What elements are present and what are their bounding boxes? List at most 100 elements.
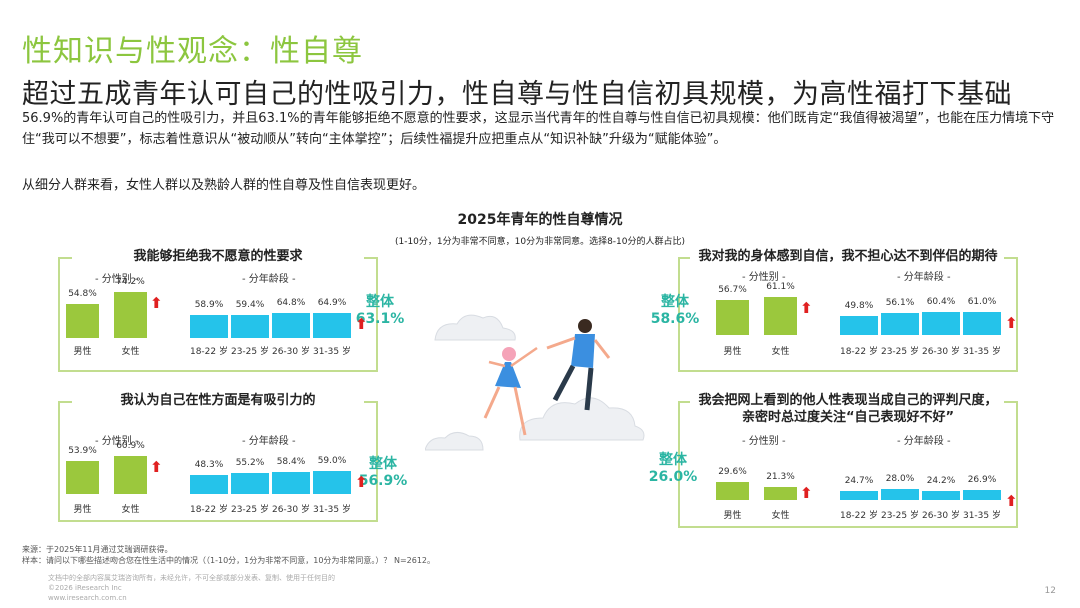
age-bar (272, 471, 310, 494)
gender-group-label: - 分性别 - (95, 436, 139, 447)
category-label: 26-30 岁 (921, 511, 960, 521)
gender-bar (716, 481, 749, 500)
bar-value-label: 74.2% (116, 276, 145, 287)
intro-paragraph-2: 从细分人群来看，女性人群以及熟龄人群的性自尊及性自信表现更好。 (22, 178, 426, 193)
up-arrow-icon: ⬆ (1005, 313, 1018, 332)
age-bar (840, 490, 878, 500)
overall-attractive: 整体 56.9% (353, 456, 413, 490)
bar-value-label: 61.1% (766, 282, 795, 293)
gender-bar (764, 486, 797, 500)
age-group-label: - 分年龄段 - (897, 436, 951, 447)
page-number: 12 (1044, 586, 1056, 596)
age-group-label: - 分年龄段 - (242, 436, 296, 447)
age-bar (922, 490, 960, 500)
gender-group-label: - 分性别 - (742, 272, 786, 283)
bar-value-label: 48.3% (194, 460, 224, 471)
bar-value-label: 60.9% (116, 441, 145, 452)
age-group-label: - 分年龄段 - (242, 274, 296, 285)
category-label: 31-35 岁 (312, 347, 351, 357)
up-arrow-icon: ⬆ (1005, 491, 1018, 510)
overall-label: 整体 (661, 294, 689, 310)
panel-title: 我认为自己在性方面是有吸引力的 (60, 392, 376, 409)
bar-value-label: 24.2% (926, 475, 956, 486)
age-bar (313, 313, 351, 338)
gender-bar (716, 299, 749, 335)
section-title: 性知识与性观念：性自尊 (22, 34, 363, 69)
age-bar (963, 489, 1001, 500)
woman-figure (483, 346, 538, 436)
age-bar (190, 315, 228, 338)
overall-label: 整体 (366, 294, 394, 310)
category-label: 男性 (723, 347, 742, 357)
age-bar (190, 475, 228, 494)
bar-value-label: 29.6% (718, 466, 747, 477)
age-bar (272, 313, 310, 338)
chart-subtitle: (1-10分，1分为非常不同意，10分为非常同意。选择8-10分的人群占比) (394, 237, 686, 247)
bar-value-label: 26.9% (967, 474, 997, 485)
overall-value: 56.9% (358, 473, 408, 489)
overall-label: 整体 (659, 452, 687, 468)
overall-value: 58.6% (650, 311, 700, 327)
overall-value: 26.0% (648, 469, 698, 485)
sample-note: 样本：请问以下哪些描述吻合您在性生活中的情况（（1-10分，1分为非常不同意，1… (22, 556, 436, 565)
gender-group-label: - 分性别 - (95, 274, 139, 285)
bar-value-label: 49.8% (844, 300, 874, 311)
age-bar (922, 311, 960, 335)
bar-value-label: 64.8% (276, 298, 306, 309)
category-label: 26-30 岁 (271, 505, 310, 515)
category-label: 23-25 岁 (880, 511, 919, 521)
bar-value-label: 59.0% (317, 456, 347, 467)
gender-group-label: - 分性别 - (742, 436, 786, 447)
age-bar (231, 472, 269, 494)
panel-title: 我能够拒绝我不愿意的性要求 (60, 248, 376, 265)
category-label: 23-25 岁 (230, 505, 269, 515)
category-label: 18-22 岁 (839, 511, 878, 521)
category-label: 18-22 岁 (839, 347, 878, 357)
category-label: 26-30 岁 (271, 347, 310, 357)
age-bar (881, 489, 919, 500)
panel-title: 我会把网上看到的他人性表现当成自己的评判尺度， 亲密时总过度关注“自己表现好不好… (680, 392, 1016, 426)
couple-illustration (425, 314, 645, 451)
overall-label: 整体 (369, 456, 397, 472)
category-label: 31-35 岁 (962, 511, 1001, 521)
bar-value-label: 59.4% (235, 300, 265, 311)
bar-value-label: 55.2% (235, 457, 265, 468)
intro-paragraph: 56.9%的青年认可自己的性吸引力，并且63.1%的青年能够拒绝不愿意的性要求，… (22, 111, 1055, 147)
bar-value-label: 56.7% (718, 284, 747, 295)
gender-bar (66, 460, 99, 494)
bar-value-label: 21.3% (766, 471, 795, 482)
up-arrow-icon: ⬆ (355, 315, 368, 334)
overall-value: 63.1% (355, 311, 405, 327)
category-label: 31-35 岁 (312, 505, 351, 515)
gender-bar (764, 297, 797, 335)
age-bar (840, 315, 878, 335)
category-label: 女性 (121, 505, 140, 515)
category-label: 26-30 岁 (921, 347, 960, 357)
panel-title-line-1: 我会把网上看到的他人性表现当成自己的评判尺度， (680, 392, 1016, 409)
category-label: 男性 (73, 347, 92, 357)
clouds (425, 314, 645, 451)
age-bar (231, 315, 269, 338)
overall-comparison: 整体 26.0% (643, 452, 703, 486)
panel-refuse: 我能够拒绝我不愿意的性要求 (58, 249, 378, 372)
bar-value-label: 56.1% (885, 298, 915, 309)
panel-comparison: 我会把网上看到的他人性表现当成自己的评判尺度， 亲密时总过度关注“自己表现好不好… (678, 393, 1018, 528)
panel-body-confidence: 我对我的身体感到自信，我不担心达不到伴侣的期待 (678, 249, 1018, 372)
chart-title: 2025年青年的性自尊情况 (457, 212, 623, 228)
gender-bar (114, 456, 147, 494)
panel-attractive: 我认为自己在性方面是有吸引力的 (58, 393, 378, 522)
category-label: 18-22 岁 (189, 505, 228, 515)
age-bar (313, 471, 351, 494)
overall-body-confidence: 整体 58.6% (645, 294, 705, 328)
category-label: 女性 (121, 347, 140, 357)
category-label: 23-25 岁 (880, 347, 919, 357)
category-label: 女性 (771, 347, 790, 357)
category-label: 男性 (723, 511, 742, 521)
category-label: 18-22 岁 (189, 347, 228, 357)
bar-value-label: 53.9% (68, 445, 97, 456)
website-note: www.iresearch.com.cn (48, 594, 127, 602)
category-label: 31-35 岁 (962, 347, 1001, 357)
bar-value-label: 24.7% (844, 475, 874, 486)
panel-title: 我对我的身体感到自信，我不担心达不到伴侣的期待 (680, 248, 1016, 265)
rights-note: 文档中的全部内容属艾瑞咨询所有，未经允许，不可全部或部分发表、复制、使用于任何目… (48, 574, 335, 582)
